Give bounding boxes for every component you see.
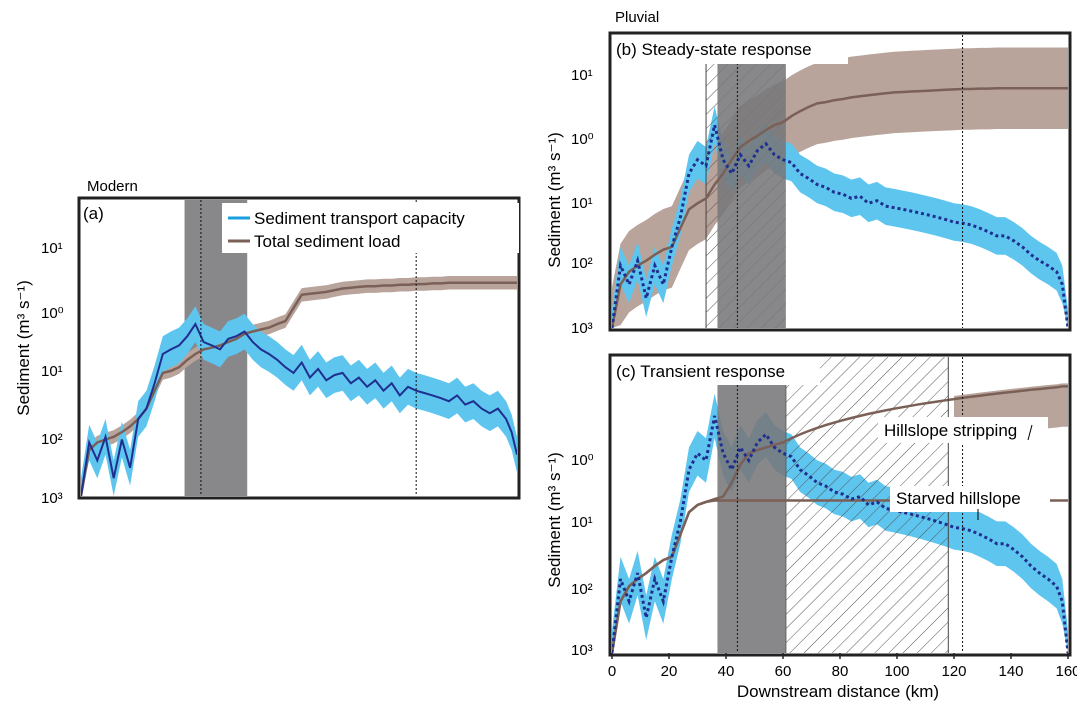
panel-c-x-axis-label: Downstream distance (km) [737, 682, 939, 701]
panel-b-period-label: Pluvial [615, 9, 659, 26]
panel-c: (c) Transient response Hillslope strippi… [545, 353, 1077, 701]
shaded-region [717, 35, 786, 328]
shaded-region [717, 357, 786, 653]
panel-a-y-ticks: 10³ 10² 10¹ 10⁰ 10¹ [41, 240, 64, 507]
sediment-transport-capacity-line [81, 322, 517, 496]
panel-a: Modern (a) Sediment transport capacity T… [14, 178, 521, 507]
x-tick-label: 140 [998, 663, 1023, 680]
y-tick-label: 10⁰ [571, 131, 594, 148]
legend: Sediment transport capacity Total sedime… [222, 203, 519, 253]
panel-b: Pluvial (b) Steady-state response 10³ 10… [545, 9, 1072, 337]
panel-a-y-axis-label: Sediment (m³ s⁻¹) [14, 280, 33, 416]
panel-b-label-box [612, 35, 848, 64]
panel-c-x-ticks: 0 20 40 60 80 100 120 140 160 [608, 653, 1077, 680]
annotation-hillslope-stripping: Hillslope stripping [884, 421, 1017, 440]
annotation-bg-starved [890, 486, 1050, 512]
y-tick-label: 10⁰ [41, 305, 64, 322]
plot-area [612, 35, 1068, 328]
load-uncertainty-band [612, 47, 1068, 328]
panel-c-y-ticks: 10³ 10² 10¹ 10⁰ [571, 452, 594, 659]
annotation-pointer-stripping [1027, 424, 1033, 441]
sediment-transport-capacity-line [612, 415, 1068, 653]
x-tick-label: 120 [941, 663, 966, 680]
y-tick-label: 10² [571, 255, 593, 272]
x-tick-label: 60 [775, 663, 792, 680]
sediment-transport-capacity-line [612, 124, 1068, 328]
y-tick-label: 10² [571, 581, 593, 598]
x-tick-label: 40 [718, 663, 735, 680]
total-sediment-load-line [612, 86, 1068, 328]
panel-c-label: (c) Transient response [616, 362, 785, 381]
legend-entry-load: Total sediment load [254, 232, 400, 251]
x-tick-label: 100 [884, 663, 909, 680]
panel-b-y-ticks: 10³ 10² 10¹ 10⁰ 10¹ [571, 67, 594, 337]
y-tick-label: 10¹ [571, 195, 593, 212]
panel-c-y-axis-label: Sediment (m³ s⁻¹) [545, 452, 564, 588]
y-tick-label: 10² [41, 431, 63, 448]
total-sediment-load-line [81, 281, 517, 496]
annotation-bg-stripping [878, 417, 1048, 443]
panel-c-label-box [612, 357, 820, 385]
panel-a-axes-frame [77, 196, 521, 500]
y-tick-label: 10³ [571, 642, 593, 659]
panel-a-period-label: Modern [87, 178, 138, 195]
legend-box [222, 203, 519, 253]
panel-b-axes-frame [608, 31, 1072, 332]
y-tick-label: 10³ [41, 490, 63, 507]
x-tick-label: 160 [1055, 663, 1077, 680]
panel-a-label: (a) [83, 204, 104, 223]
x-tick-label: 20 [661, 663, 678, 680]
x-tick-label: 0 [608, 663, 616, 680]
y-tick-label: 10¹ [41, 240, 63, 257]
legend-entry-capacity: Sediment transport capacity [254, 209, 465, 228]
y-tick-label: 10¹ [571, 514, 593, 531]
y-tick-label: 10¹ [41, 363, 63, 380]
x-tick-label: 80 [832, 663, 849, 680]
y-tick-label: 10³ [571, 320, 593, 337]
annotation-starved-hillslope: Starved hillslope [896, 489, 1021, 508]
y-tick-label: 10¹ [571, 67, 593, 84]
panel-b-label: (b) Steady-state response [616, 40, 812, 59]
y-tick-label: 10⁰ [571, 452, 594, 469]
panel-b-y-axis-label: Sediment (m³ s⁻¹) [545, 132, 564, 268]
panel-b-plot [612, 35, 1068, 328]
capacity-uncertainty-band [81, 306, 517, 496]
